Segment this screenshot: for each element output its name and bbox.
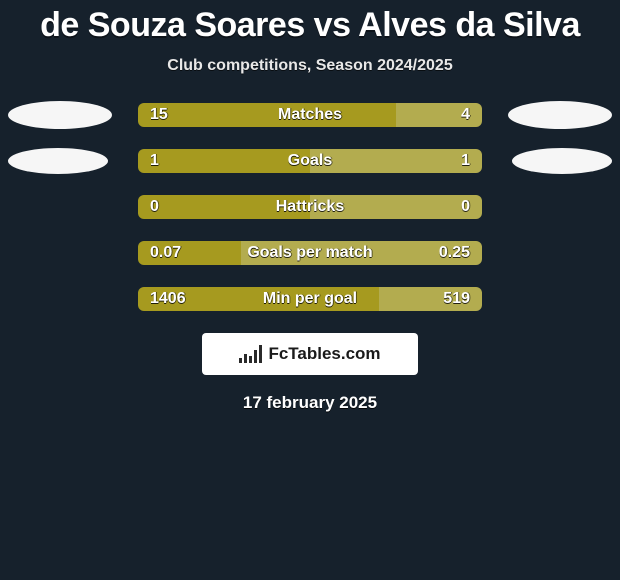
stat-bar	[138, 241, 482, 265]
bar-chart-icon	[239, 345, 262, 363]
stat-row: 154Matches	[0, 103, 620, 127]
value-right: 4	[461, 103, 470, 127]
value-left: 15	[150, 103, 168, 127]
stat-row: 1406519Min per goal	[0, 287, 620, 311]
stat-bar	[138, 149, 482, 173]
stat-bar	[138, 103, 482, 127]
value-right: 519	[443, 287, 470, 311]
value-left: 0	[150, 195, 159, 219]
logo-box: FcTables.com	[202, 333, 418, 375]
bar-left	[138, 149, 310, 173]
comparison-infographic: de Souza Soares vs Alves da Silva Club c…	[0, 0, 620, 580]
value-right: 0	[461, 195, 470, 219]
player-avatar-right	[512, 148, 612, 174]
value-right: 1	[461, 149, 470, 173]
bar-right	[310, 149, 482, 173]
bar-left	[138, 195, 310, 219]
page-title: de Souza Soares vs Alves da Silva	[0, 0, 620, 45]
player-avatar-left	[8, 148, 108, 174]
player-avatar-right	[508, 101, 612, 129]
value-left: 1406	[150, 287, 186, 311]
subtitle: Club competitions, Season 2024/2025	[0, 57, 620, 75]
date-label: 17 february 2025	[0, 393, 620, 413]
stat-row: 0.070.25Goals per match	[0, 241, 620, 265]
player-avatar-left	[8, 101, 112, 129]
value-right: 0.25	[439, 241, 470, 265]
stat-bar	[138, 195, 482, 219]
stat-row: 11Goals	[0, 149, 620, 173]
logo-text: FcTables.com	[268, 344, 380, 364]
value-left: 1	[150, 149, 159, 173]
bar-left	[138, 103, 396, 127]
value-left: 0.07	[150, 241, 181, 265]
stat-bar	[138, 287, 482, 311]
stat-row: 00Hattricks	[0, 195, 620, 219]
bar-right	[310, 195, 482, 219]
stat-rows: 154Matches11Goals00Hattricks0.070.25Goal…	[0, 103, 620, 311]
